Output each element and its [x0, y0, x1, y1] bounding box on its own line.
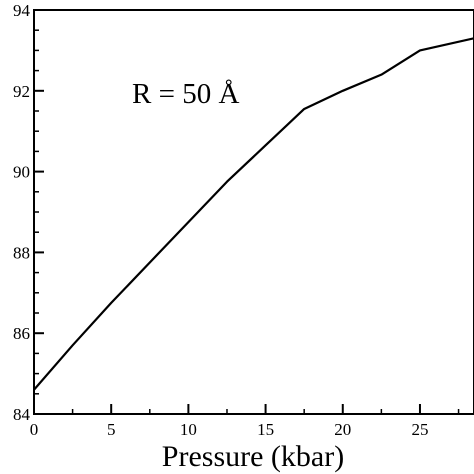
x-tick-label: 20 [334, 420, 351, 439]
x-axis-ticks: 0 5 10 15 20 25 [30, 404, 460, 439]
x-tick-label: 0 [30, 420, 39, 439]
y-tick-label: 86 [13, 324, 30, 343]
y-tick-label: 92 [13, 82, 30, 101]
plot-frame [33, 9, 474, 415]
y-tick-label: 88 [13, 243, 30, 262]
x-tick-label: 10 [180, 420, 197, 439]
series-layer [33, 37, 474, 391]
x-axis-title: Pressure (kbar) [162, 440, 344, 473]
x-tick-label: 25 [411, 420, 428, 439]
y-tick-label: 90 [13, 163, 30, 182]
x-tick-label: 5 [107, 420, 116, 439]
x-tick-label: 15 [257, 420, 274, 439]
series-line [33, 37, 474, 391]
y-tick-label: 94 [13, 1, 31, 20]
y-axis-ticks: 84 86 88 90 92 94 [13, 1, 44, 424]
annotation-label: R = 50 Å [132, 78, 239, 110]
plot-area [33, 9, 474, 415]
y-tick-label: 84 [13, 405, 31, 424]
